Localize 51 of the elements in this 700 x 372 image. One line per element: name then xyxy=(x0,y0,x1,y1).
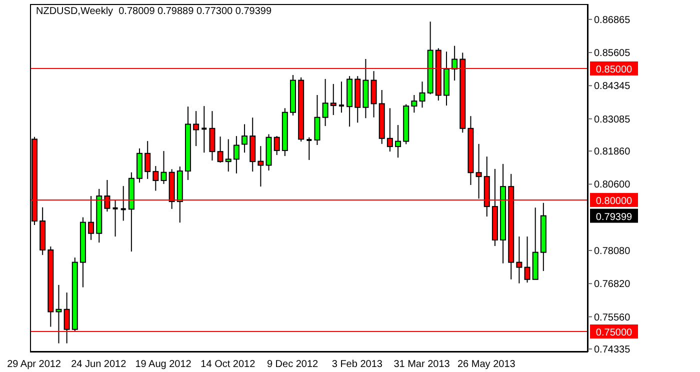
x-tick-label: 31 Mar 2013 xyxy=(394,359,450,370)
candlestick xyxy=(233,136,240,174)
y-tick-label: 0.75560 xyxy=(594,312,631,324)
y-tick-label: 0.76820 xyxy=(594,279,631,290)
candlestick xyxy=(225,138,232,172)
candlestick xyxy=(386,108,393,152)
candlestick xyxy=(524,236,530,284)
candlestick xyxy=(209,110,216,162)
y-tick-label: 0.85605 xyxy=(594,48,631,60)
candlestick xyxy=(152,166,159,192)
candlestick xyxy=(452,45,458,82)
y-tick-label: 0.86865 xyxy=(594,14,631,26)
candlestick xyxy=(144,140,151,180)
candlestick xyxy=(274,136,280,156)
x-tick-label: 29 Apr 2012 xyxy=(7,359,62,370)
candlestick xyxy=(242,124,248,154)
x-tick-label: 9 Dec 2012 xyxy=(266,359,319,370)
candlestick xyxy=(217,136,224,164)
y-tick-label: 0.84345 xyxy=(594,81,631,92)
y-tick-label: 0.78080 xyxy=(594,246,631,258)
y-tick-label: 0.74335 xyxy=(594,344,631,356)
candlestick xyxy=(160,150,167,184)
ref-line-label: 0.80000 xyxy=(596,196,633,207)
candlestick xyxy=(419,81,426,108)
candlestick xyxy=(395,124,402,158)
chart-title: NZDUSD,Weekly 0.78009 0.79889 0.77300 0.79399 xyxy=(36,6,272,17)
candlestick xyxy=(306,136,313,160)
candlestick xyxy=(314,94,320,146)
candlestick xyxy=(56,284,62,344)
ref-line-label: 0.85000 xyxy=(596,64,633,76)
y-tick-label: 0.80600 xyxy=(594,180,631,191)
candlestick xyxy=(322,78,328,127)
x-tick-label: 3 Feb 2013 xyxy=(332,359,383,370)
text: 0.79399 xyxy=(596,212,633,223)
candlestick xyxy=(330,83,336,116)
candlestick xyxy=(112,199,119,238)
y-tick-label: 0.83085 xyxy=(594,114,631,126)
x-tick-label: 26 May 2013 xyxy=(458,359,516,370)
candlestick xyxy=(370,70,377,118)
candlestick xyxy=(120,186,127,222)
x-tick-label: 14 Oct 2012 xyxy=(200,359,256,370)
candlestick xyxy=(258,146,264,188)
x-tick-label: 24 Jun 2012 xyxy=(71,359,127,370)
candlestick xyxy=(338,81,345,114)
candlestick xyxy=(516,236,522,284)
candlestick xyxy=(193,110,200,147)
candlestick xyxy=(200,106,208,154)
x-tick-label: 19 Aug 2012 xyxy=(135,359,192,370)
ref-line-label: 0.75000 xyxy=(596,327,633,338)
y-tick-label: 0.81860 xyxy=(594,146,631,158)
candlestick xyxy=(411,94,418,114)
